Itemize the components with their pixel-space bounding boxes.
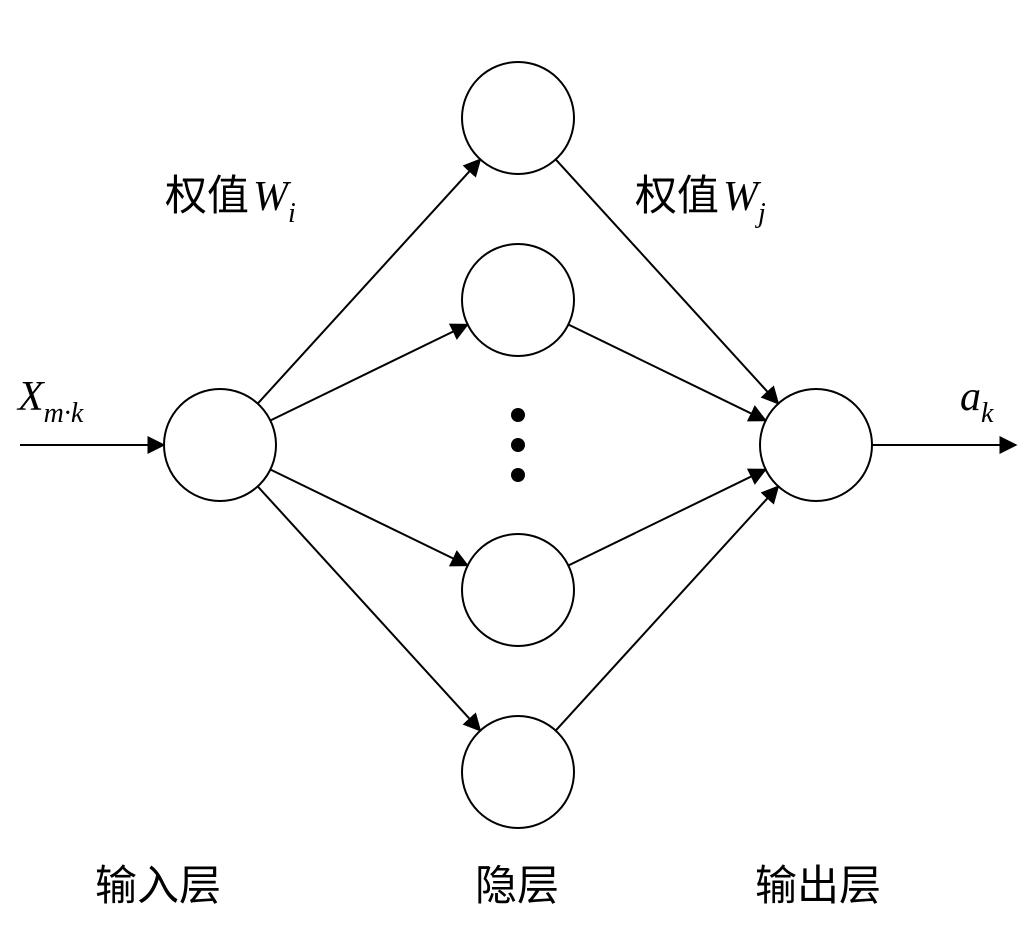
label-weight-left: 权值Wi — [165, 174, 296, 229]
labels-group: Xm·k ak 权值Wi 权值Wj 输入层 隐层 输出层 — [16, 174, 994, 910]
edge-h3-out — [568, 470, 765, 566]
label-layer-input: 输入层 — [95, 864, 221, 910]
node-h2 — [462, 244, 574, 356]
ellipsis-dots — [511, 408, 525, 482]
edge-h2-out — [568, 325, 765, 421]
ellipsis-dot — [511, 408, 525, 422]
label-input-var: Xm·k — [16, 374, 84, 429]
node-output — [760, 389, 872, 501]
node-h1 — [462, 62, 574, 174]
edge-in-h4 — [258, 486, 481, 730]
label-output-var: ak — [960, 374, 994, 429]
node-h4 — [462, 716, 574, 828]
edge-h4-out — [556, 486, 779, 730]
label-layer-output: 输出层 — [755, 864, 881, 910]
ellipsis-dot — [511, 438, 525, 452]
neural-network-diagram: Xm·k ak 权值Wi 权值Wj 输入层 隐层 输出层 — [0, 0, 1036, 938]
ellipsis-dot — [511, 468, 525, 482]
label-weight-right: 权值Wj — [635, 174, 766, 229]
edge-in-h1 — [258, 159, 481, 403]
edge-in-h3 — [270, 470, 467, 566]
edge-in-h2 — [270, 325, 467, 421]
node-h3 — [462, 534, 574, 646]
label-layer-hidden: 隐层 — [475, 864, 559, 910]
node-input — [164, 389, 276, 501]
